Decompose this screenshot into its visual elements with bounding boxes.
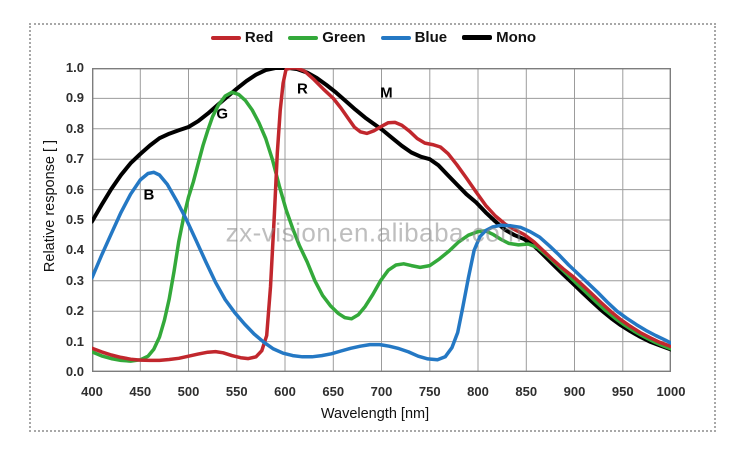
- curve-label-b: B: [143, 186, 155, 204]
- legend-label: Blue: [414, 29, 448, 46]
- legend: Red Green Blue Mono: [0, 30, 747, 45]
- legend-swatch-red: [210, 35, 241, 40]
- y-tick-label: 0.6: [65, 181, 84, 197]
- y-tick-label: 1.0: [65, 60, 84, 75]
- legend-swatch-green: [288, 35, 319, 40]
- watermark: zx-vision.en.alibaba.com: [225, 217, 523, 248]
- x-tick-label: 500: [177, 384, 200, 399]
- x-tick-label: 800: [467, 384, 489, 399]
- legend-swatch-blue: [380, 35, 411, 40]
- y-tick-label: 0.4: [65, 242, 84, 258]
- y-tick-label: 0.3: [65, 272, 84, 288]
- x-tick-label: 850: [515, 384, 538, 399]
- legend-label: Red: [244, 29, 274, 46]
- plot-area: [92, 68, 671, 372]
- x-tick-label: 400: [81, 384, 103, 399]
- y-tick-label: 0.0: [65, 364, 84, 379]
- x-tick-label: 900: [563, 384, 586, 399]
- x-tick-label: 450: [129, 384, 152, 399]
- curve-mono: [92, 68, 671, 352]
- y-tick-label: 0.9: [65, 90, 84, 106]
- y-tick-label: 0.7: [65, 151, 84, 167]
- curve-blue: [92, 170, 671, 362]
- y-tick-label: 0.8: [65, 120, 84, 136]
- curve-label-r: R: [296, 80, 308, 98]
- legend-swatch-mono: [462, 35, 493, 40]
- x-tick-label: 600: [274, 384, 296, 399]
- x-tick-label: 550: [225, 384, 248, 399]
- curve-label-m: M: [380, 84, 393, 102]
- x-tick-label: 650: [322, 384, 345, 399]
- legend-item-blue: Blue: [380, 29, 448, 46]
- legend-item-green: Green: [288, 29, 366, 46]
- x-tick-label: 950: [611, 384, 634, 399]
- y-tick-label: 0.5: [65, 212, 84, 227]
- legend-label: Mono: [496, 29, 537, 46]
- y-tick-label: 0.2: [65, 303, 84, 319]
- x-tick-label: 750: [418, 384, 441, 399]
- x-tick-label: 700: [370, 384, 393, 399]
- legend-item-red: Red: [210, 29, 274, 46]
- curve-red: [92, 68, 671, 363]
- x-tick-label: 1000: [656, 384, 686, 399]
- dashed-frame: [29, 23, 716, 432]
- x-axis-title: Wavelength [nm]: [320, 406, 430, 422]
- curve-label-g: G: [216, 105, 229, 123]
- legend-label: Green: [322, 29, 366, 46]
- y-tick-label: 0.1: [65, 333, 84, 349]
- legend-item-mono: Mono: [462, 30, 536, 45]
